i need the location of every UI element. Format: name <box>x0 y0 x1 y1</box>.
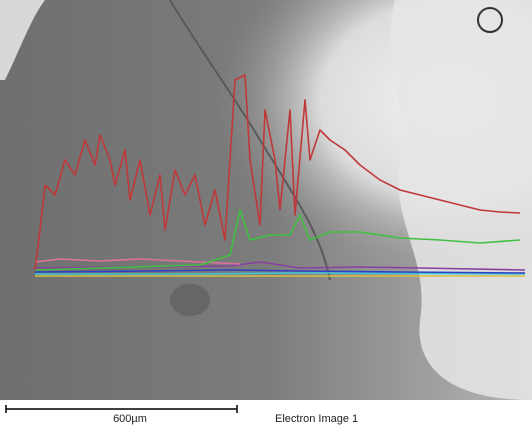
image-caption: Electron Image 1 <box>275 413 358 425</box>
footer: 600µm Electron Image 1 <box>6 405 358 425</box>
micrograph-view: 600µm Electron Image 1 <box>0 0 532 430</box>
page: 600µm Electron Image 1 (() => { const da… <box>0 0 532 430</box>
scale-bar-label: 600µm <box>113 413 147 425</box>
electron-image <box>0 0 532 400</box>
